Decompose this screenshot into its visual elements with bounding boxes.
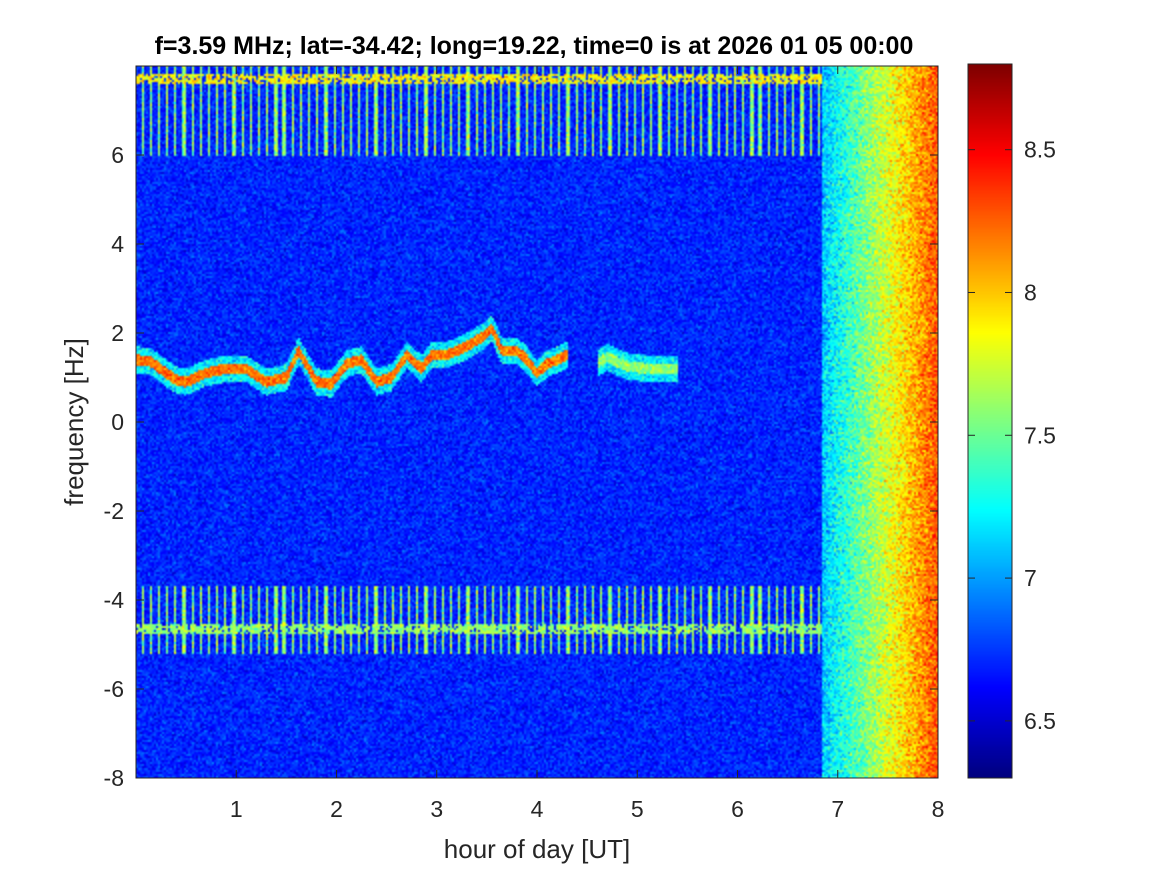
x-tick-label: 7 [831,796,844,822]
colorbar-gradient [968,64,1012,778]
colorbar-frame [967,63,1013,779]
y-tick-label: -8 [104,765,124,791]
y-tick-label: 2 [111,320,124,346]
colorbar: 6.5 7 7.5 8 8.5 [967,63,1056,779]
colorbar-tick-label: 8 [1024,279,1037,305]
x-axis: 1 2 3 4 5 6 7 8 [230,66,945,822]
colorbar-ticks: 6.5 7 7.5 8 8.5 [968,137,1056,734]
x-tick-label: 2 [330,796,343,822]
y-tick-label: 4 [111,231,124,257]
x-tick-label: 8 [932,796,945,822]
x-tick-label: 5 [631,796,644,822]
colorbar-tick-label: 7 [1024,565,1037,591]
x-tick-label: 3 [430,796,443,822]
plot-area [135,65,939,779]
y-tick-label: -2 [104,498,124,524]
colorbar-tick-label: 6.5 [1024,708,1056,734]
y-tick-label: 0 [111,409,124,435]
x-tick-label: 1 [230,796,243,822]
colorbar-tick-label: 7.5 [1024,422,1056,448]
y-tick-label: 6 [111,142,124,168]
x-tick-label: 4 [531,796,544,822]
y-tick-label: -4 [104,587,125,613]
x-tick-label: 6 [731,796,744,822]
x-axis-label: hour of day [UT] [444,834,630,864]
y-tick-label: -6 [104,676,124,702]
chart-title: f=3.59 MHz; lat=-34.42; long=19.22, time… [155,32,914,60]
spectrogram-heatmap [136,66,938,778]
colorbar-tick-label: 8.5 [1024,137,1056,163]
y-axis-label: frequency [Hz] [59,338,89,506]
y-axis: -8 -6 -4 -2 0 2 4 6 [104,142,938,791]
